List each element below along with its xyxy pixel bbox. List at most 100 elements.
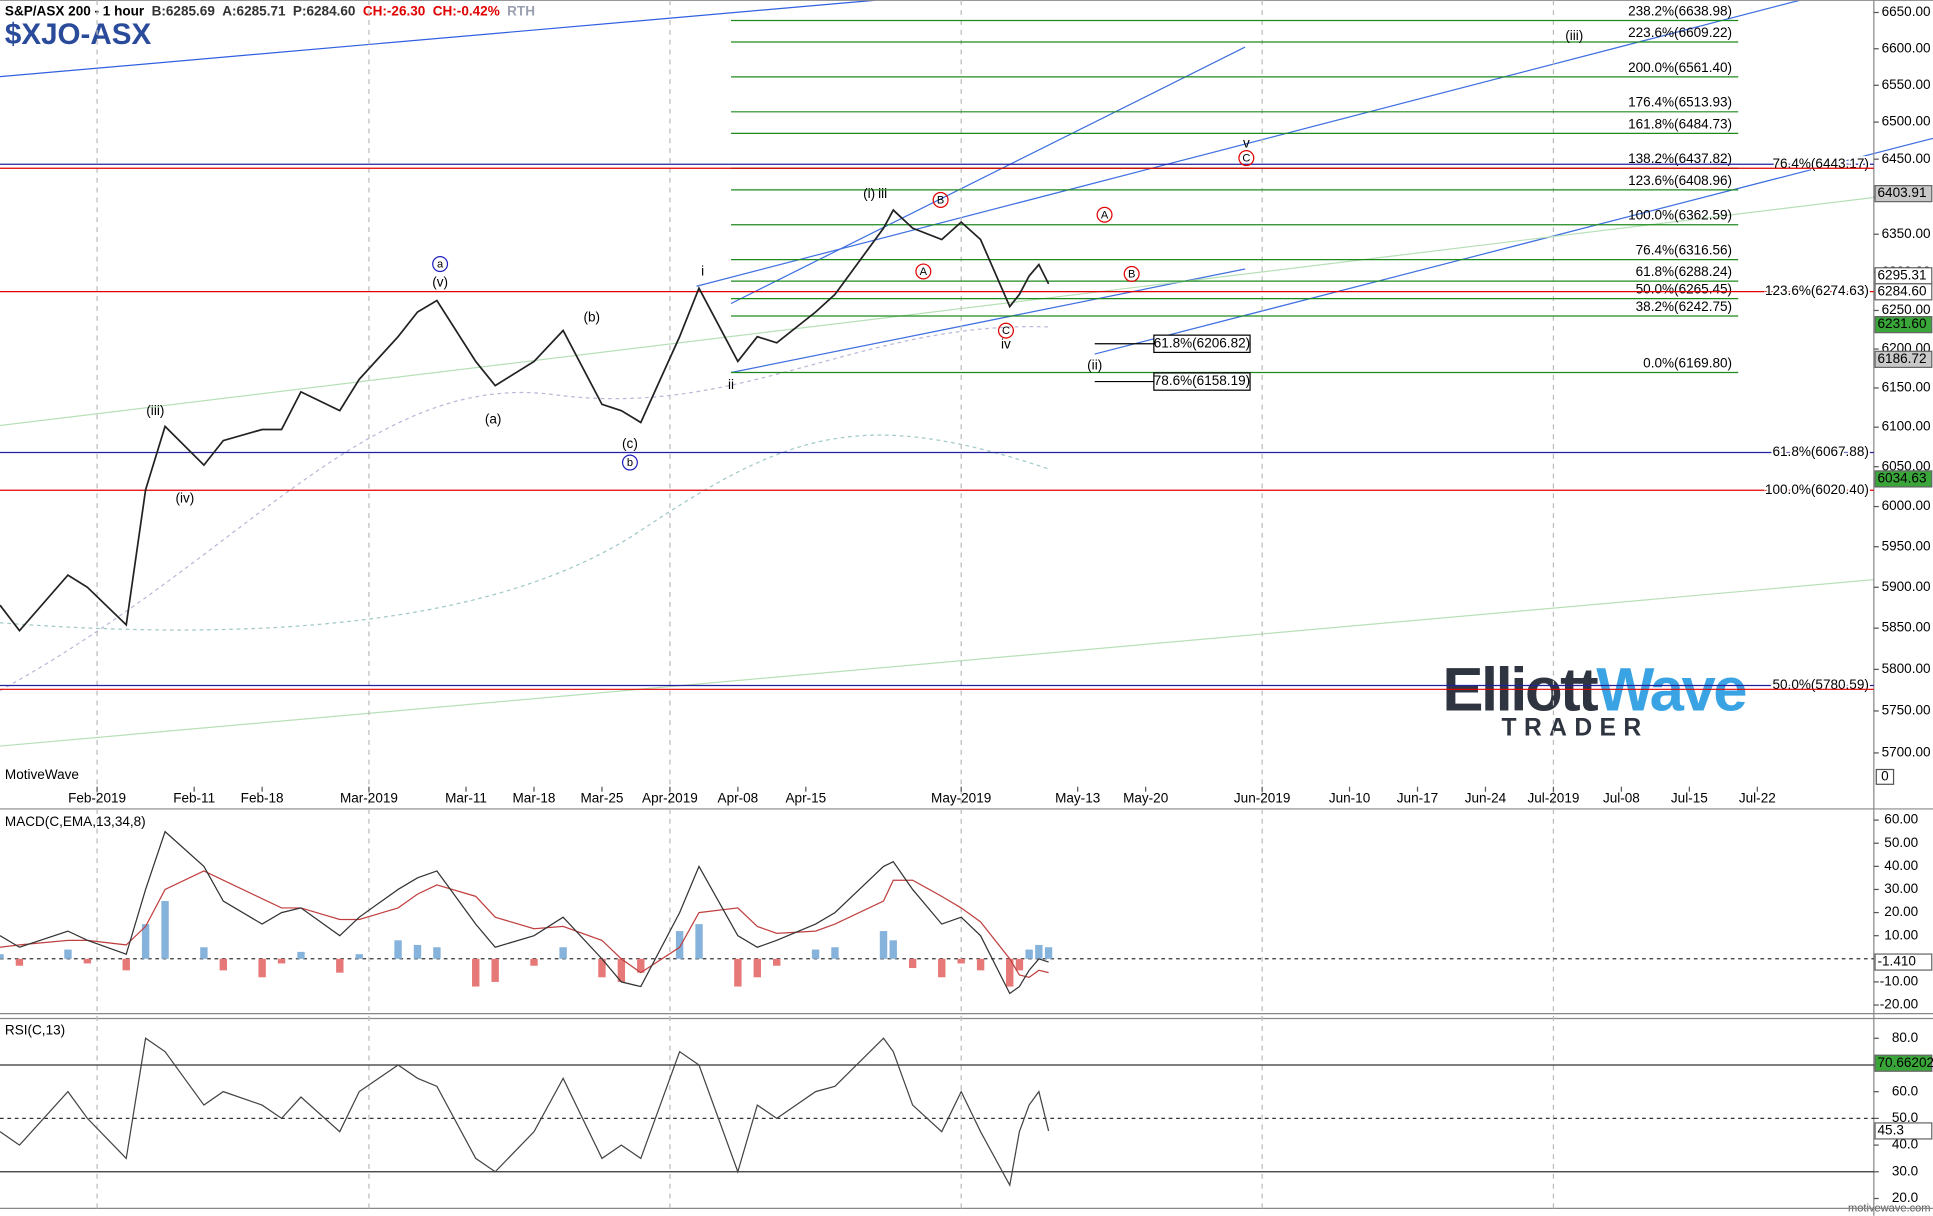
histogram-bar — [472, 958, 480, 987]
histogram-bar — [530, 958, 538, 966]
axis-value-box — [1874, 1054, 1933, 1072]
trend-line — [1094, 137, 1933, 355]
histogram-bar — [433, 947, 441, 959]
trend-line — [730, 268, 1246, 374]
histogram-bar — [0, 954, 4, 959]
wave-label: v — [1243, 135, 1250, 150]
x-tick-label: Jul-08 — [1603, 791, 1640, 806]
wave-circle — [1123, 265, 1140, 282]
histogram-bar — [675, 931, 684, 959]
x-tick-label: Mar-25 — [580, 791, 623, 806]
x-tick-label: Jul-22 — [1739, 791, 1776, 806]
y-tick-label: 6150.00 — [1882, 380, 1931, 395]
fib-label: 176.4%(6513.93) — [1628, 95, 1732, 110]
histogram-bar — [64, 949, 72, 959]
histogram-bar — [161, 901, 169, 959]
y-tick-label: 60.0 — [1892, 1083, 1918, 1098]
fib-label: 123.6%(6408.96) — [1628, 173, 1732, 188]
quote: RTH — [507, 3, 535, 18]
logo-word: Wave — [1596, 656, 1746, 725]
symbol: $XJO-ASX — [5, 18, 152, 51]
histogram-bar — [336, 958, 344, 973]
axis-value-label: 70.66202 — [1878, 1055, 1933, 1070]
y-tick-label: 5850.00 — [1882, 620, 1931, 635]
wave-label: b — [627, 457, 633, 469]
y-tick-label: 10.00 — [1884, 927, 1918, 942]
y-tick-label: 5900.00 — [1882, 579, 1931, 594]
axis-value-box — [1874, 470, 1933, 488]
histogram-bar — [637, 958, 645, 973]
fib-label: 100.0%(6362.59) — [1628, 208, 1732, 223]
y-tick-label: 40.0 — [1892, 1137, 1918, 1152]
histogram-bar — [695, 924, 703, 959]
histogram-bar — [1035, 944, 1043, 959]
axis-value-box — [1874, 350, 1933, 368]
y-tick-label: 5950.00 — [1882, 538, 1931, 553]
axis-value-label: 6284.60 — [1878, 283, 1927, 298]
y-tick-label: 6250.00 — [1882, 302, 1931, 317]
histogram-bar — [258, 958, 266, 978]
x-tick-label: Jun-10 — [1329, 791, 1370, 806]
axis-value-label: 45.3 — [1878, 1123, 1904, 1138]
histogram-bar — [734, 958, 742, 987]
trend-line — [0, 196, 1874, 427]
y-tick-label: 6650.00 — [1882, 4, 1931, 19]
wave-circle — [932, 191, 949, 208]
wave-circle — [621, 454, 638, 471]
fib-label: 76.4%(6316.56) — [1636, 243, 1732, 258]
fib-label: 50.0%(6265.45) — [1636, 282, 1732, 297]
panel-title: RSI(C,13) — [5, 1022, 65, 1037]
y-tick-label: 20.00 — [1884, 904, 1918, 919]
fib-label: 38.2%(6242.75) — [1636, 299, 1732, 314]
moving-average — [0, 326, 1048, 692]
fib-label: 200.0%(6561.40) — [1628, 60, 1732, 75]
series-line — [0, 870, 1049, 979]
wave-circle — [1096, 206, 1113, 223]
histogram-bar — [773, 958, 781, 966]
y-tick-label: 50.0 — [1892, 1110, 1918, 1125]
trend-line — [730, 46, 1246, 305]
x-tick-label: Apr-15 — [786, 791, 827, 806]
wave-label: (b) — [583, 309, 600, 324]
wave-label: (ii) — [1087, 357, 1102, 372]
logo-word: Elliott — [1442, 656, 1598, 725]
x-tick-label: Jul-15 — [1671, 791, 1708, 806]
scale-button[interactable] — [1875, 768, 1895, 785]
x-tick-label: Feb-2019 — [68, 791, 126, 806]
axis-value-label: 6295.31 — [1878, 267, 1927, 282]
x-tick-label: Mar-2019 — [340, 791, 398, 806]
wave-label: i — [701, 264, 704, 279]
y-tick-label: 50.00 — [1884, 835, 1918, 850]
wave-label: (c) — [622, 436, 638, 451]
y-tick-label: 6100.00 — [1882, 419, 1931, 434]
wave-label: (iii) — [1565, 28, 1583, 43]
y-tick-label: 6050.00 — [1882, 458, 1931, 473]
axis-value-label: -1.410 — [1878, 954, 1916, 969]
histogram-bar — [1006, 958, 1014, 987]
quote: CH:-0.42% — [433, 3, 500, 18]
wave-label: (iii) — [146, 403, 164, 418]
axis-value-box — [1874, 184, 1933, 203]
header: S&P/ASX 200 - 1 hour B:6285.69 A:6285.71 P:… — [5, 3, 535, 18]
y-tick-label: 6450.00 — [1882, 151, 1931, 166]
series-line — [0, 1037, 1050, 1188]
y-tick-label: 40.00 — [1884, 858, 1918, 873]
histogram-bar — [1044, 947, 1053, 959]
y-tick-label: 30.00 — [1884, 881, 1918, 896]
x-tick-label: Apr-08 — [718, 791, 759, 806]
scale-button-label[interactable]: 0 — [1881, 768, 1889, 783]
trend-line — [0, 579, 1874, 747]
fib-label: 238.2%(6638.98) — [1628, 3, 1732, 18]
logo: ElliottWave TRADER — [1442, 656, 1748, 742]
x-tick-label: Apr-2019 — [642, 791, 698, 806]
histogram-bar — [15, 958, 24, 966]
histogram-bar — [1015, 958, 1024, 971]
wave-label: B — [1128, 268, 1135, 280]
histogram-bar — [83, 958, 92, 964]
x-tick-label: Mar-11 — [445, 791, 487, 806]
trend-line — [696, 0, 1801, 287]
x-tick-label: Feb-18 — [241, 791, 284, 806]
wave-circle — [1238, 150, 1255, 167]
